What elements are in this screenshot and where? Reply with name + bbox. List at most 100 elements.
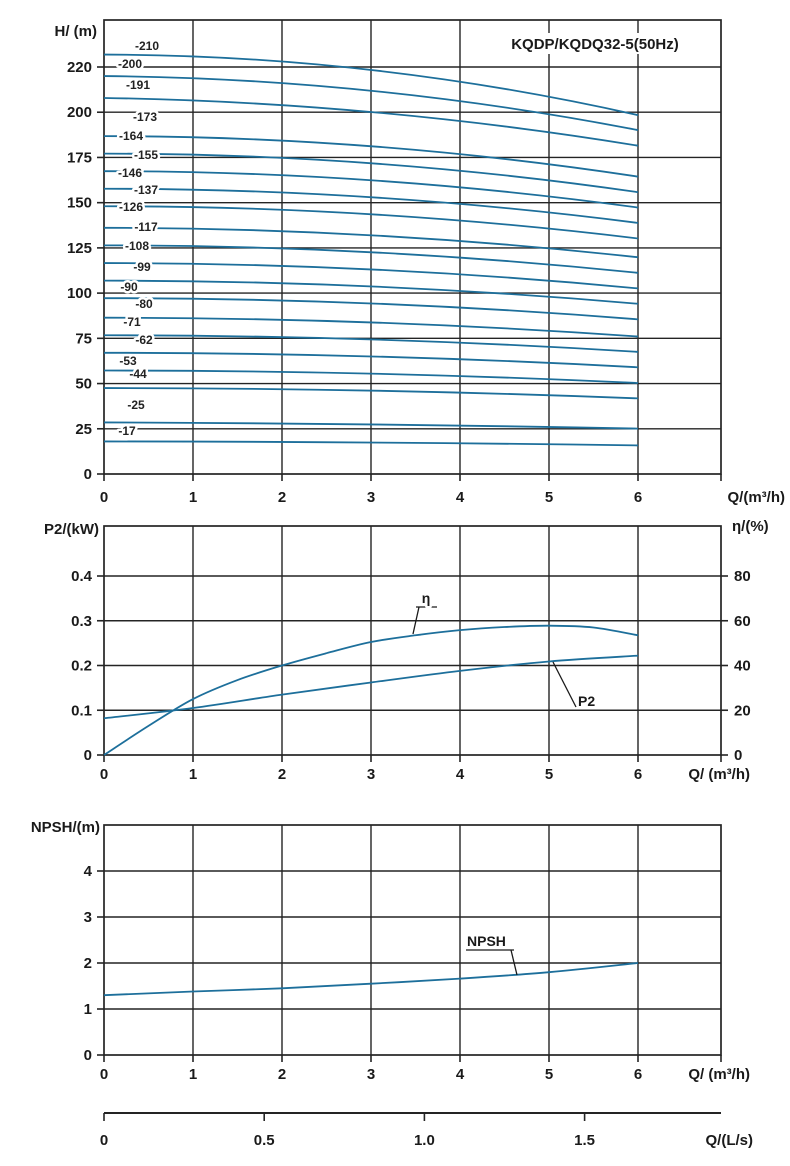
npsh-leader-line [510, 949, 518, 976]
power-y-axis-unit-label: P2/(kW) [44, 521, 99, 538]
head-curve-label--146: -146 [118, 166, 142, 180]
flow-ls-axis-unit-label: Q/(L/s) [706, 1132, 754, 1149]
head-y-tick-label: 125 [67, 240, 92, 257]
power-y-tick-label: 0.1 [71, 702, 92, 719]
head-curve-label--44: -44 [129, 367, 147, 381]
head-x-tick-label: 6 [634, 489, 642, 506]
figure-title: KQDP/KQDQ32-5(50Hz) [511, 36, 679, 53]
head-curve--71 [103, 334, 639, 353]
power-x-tick-label: 0 [100, 766, 108, 783]
head-plot-border [103, 19, 722, 475]
head-y-tick-label: 25 [75, 421, 92, 438]
power-y-tick-label: 0 [84, 747, 92, 764]
p2-annotation: P2 [552, 661, 598, 712]
npsh-plot-border [103, 824, 722, 1056]
power-y-tick-label: 0.3 [71, 613, 92, 630]
title-backdrop [508, 33, 684, 54]
head-curve--53 [103, 369, 639, 384]
power-plot-border [103, 525, 722, 756]
power-x-tick-label: 3 [367, 766, 375, 783]
head-curve--200 [103, 75, 639, 132]
head-y-tick-label: 175 [67, 149, 92, 166]
head-curve-label--137: -137 [134, 183, 158, 197]
head-curve--99 [103, 279, 639, 305]
head-curve-label--25: -25 [127, 398, 145, 412]
head-curve-label--210: -210 [135, 39, 159, 53]
p2-curve-label: P2 [578, 693, 595, 709]
head-y-tick-label: 200 [67, 104, 92, 121]
head-y-tick-label: 220 [67, 59, 92, 76]
eta-curve-label: η [422, 590, 431, 606]
head-curve-label--117: -117 [134, 220, 158, 234]
head-x-tick-label: 1 [189, 489, 197, 506]
head-curve--44 [103, 387, 639, 400]
head-curve-label--99: -99 [133, 260, 151, 274]
flow-ls-tick-label: 1.5 [574, 1132, 595, 1149]
head-curve--173 [103, 135, 639, 178]
head-curve--146 [103, 187, 639, 224]
efficiency-y-axis-unit-label: η/(%) [732, 518, 769, 535]
power-y-tick-label: 0.4 [71, 568, 93, 585]
head-x-tick-label: 3 [367, 489, 375, 506]
npsh-y-tick-label: 3 [84, 909, 92, 926]
npsh-x-tick-label: 0 [100, 1066, 108, 1083]
head-curve-label--90: -90 [120, 280, 138, 294]
head-x-tick-label: 2 [278, 489, 286, 506]
head-y-tick-label: 150 [67, 195, 92, 212]
head-curve--191 [103, 97, 639, 147]
head-curve-label--80: -80 [135, 297, 153, 311]
head-curve-label--191: -191 [126, 78, 150, 92]
head-curve--164 [103, 152, 639, 194]
head-y-tick-label: 100 [67, 285, 92, 302]
head-curve-label--126: -126 [119, 200, 143, 214]
npsh-y-tick-label: 2 [84, 955, 92, 972]
head-x-tick-label: 4 [456, 489, 465, 506]
head-y-tick-label: 50 [75, 376, 92, 393]
eta-leader-line [412, 606, 420, 635]
power-curve-P2 [103, 654, 639, 720]
efficiency-y-tick-label: 0 [734, 747, 742, 764]
head-x-tick-label: 0 [100, 489, 108, 506]
power-x-axis-unit-label: Q/ (m³/h) [688, 766, 750, 783]
power-x-tick-label: 4 [456, 766, 465, 783]
head-curve--108 [103, 262, 639, 290]
npsh-x-tick-label: 6 [634, 1066, 642, 1083]
efficiency-y-tick-label: 80 [734, 568, 751, 585]
npsh-x-tick-label: 1 [189, 1066, 197, 1083]
flow-ls-tick-label: 0.5 [254, 1132, 275, 1149]
head-curve--155 [103, 170, 639, 209]
p2-leader-line [552, 661, 577, 708]
head-curve--80 [103, 316, 639, 338]
head-curve--17 [103, 440, 639, 447]
head-x-tick-label: 5 [545, 489, 553, 506]
head-curve-label--17: -17 [118, 424, 136, 438]
npsh-curve [103, 962, 639, 997]
eta-annotation: η [412, 588, 437, 635]
npsh-x-tick-label: 5 [545, 1066, 553, 1083]
head-curve-label--62: -62 [135, 333, 153, 347]
power-curve-eta [103, 624, 639, 756]
head-curve--137 [103, 205, 639, 240]
npsh-x-tick-label: 4 [456, 1066, 465, 1083]
head-curve-label--155: -155 [134, 148, 158, 162]
power-x-tick-label: 5 [545, 766, 553, 783]
npsh-y-tick-label: 0 [84, 1047, 92, 1064]
axis-unit-labels: H/ (m) KQDP/KQDQ32-5(50Hz) Q/(m³/h) P2/(… [31, 23, 785, 1149]
head-curve--25 [103, 421, 639, 430]
efficiency-y-tick-label: 20 [734, 702, 751, 719]
npsh-y-tick-label: 1 [84, 1001, 92, 1018]
head-x-axis-unit-label: Q/(m³/h) [728, 489, 786, 506]
power-y-tick-label: 0.2 [71, 658, 92, 675]
npsh-y-axis-unit-label: NPSH/(m) [31, 819, 100, 836]
power-x-tick-label: 2 [278, 766, 286, 783]
head-curve--117 [103, 244, 639, 274]
head-y-tick-label: 0 [84, 466, 92, 483]
head-curve--62 [103, 351, 639, 369]
power-x-tick-label: 6 [634, 766, 642, 783]
npsh-x-axis-unit-label: Q/ (m³/h) [688, 1066, 750, 1083]
head-curve-label--53: -53 [119, 354, 137, 368]
npsh-curve-label: NPSH [467, 933, 506, 949]
